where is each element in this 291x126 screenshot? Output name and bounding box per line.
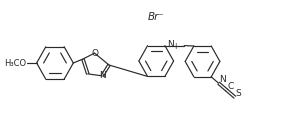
Text: N: N xyxy=(99,71,106,80)
Text: Br⁻: Br⁻ xyxy=(148,11,165,22)
Text: H₃CO: H₃CO xyxy=(4,58,26,68)
Text: N: N xyxy=(220,75,226,84)
Text: S: S xyxy=(236,89,242,98)
Text: +: + xyxy=(172,42,179,51)
Text: C: C xyxy=(228,82,234,91)
Text: O: O xyxy=(92,49,99,58)
Text: N: N xyxy=(167,40,174,49)
